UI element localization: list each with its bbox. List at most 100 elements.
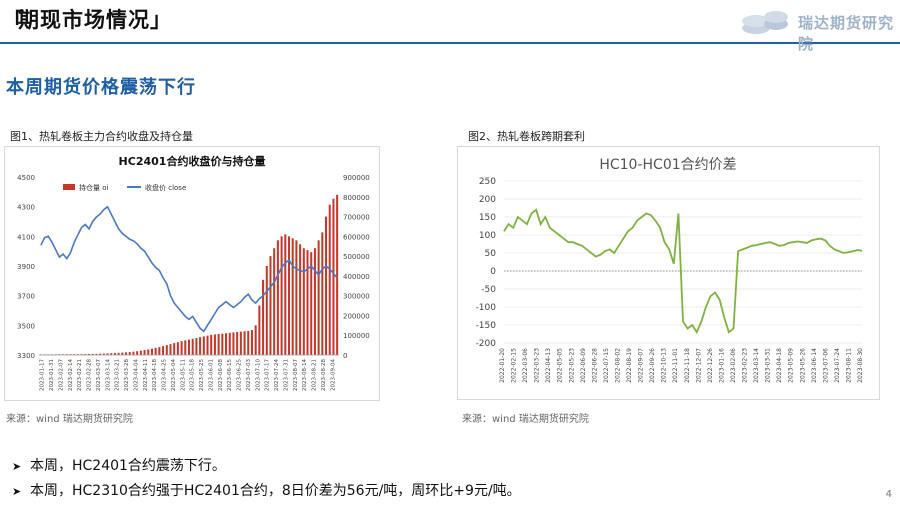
y-left-tick: 4300 <box>17 204 35 212</box>
logo-icon <box>742 11 788 34</box>
oi-bar <box>291 238 294 355</box>
oi-bar <box>313 248 316 355</box>
y-right-tick: 700000 <box>343 214 370 222</box>
oi-bar <box>302 248 305 355</box>
legend-swatch-oi <box>63 184 75 190</box>
title-bracket: 「 <box>2 10 25 35</box>
x-tick: 2023-04-18 <box>152 359 158 391</box>
x-tick: 2023-03-14 <box>753 348 760 383</box>
x-tick: 2022-10-13 <box>661 348 668 383</box>
x-tick: 2022-12-07 <box>695 348 702 383</box>
oi-bar <box>162 346 165 355</box>
oi-bar <box>250 330 253 355</box>
x-tick: 2023-01-16 <box>718 348 725 383</box>
oi-bar <box>121 352 124 355</box>
x-tick: 2023-06-08 <box>218 359 224 391</box>
x-tick: 2022-07-15 <box>603 348 610 383</box>
chart2-svg: HC10-HC01合约价差 -200 -150 -100 -50 0 50 100 150 200… <box>476 157 864 383</box>
y-tick: 100 <box>479 231 496 241</box>
x-tick: 2022-09-26 <box>649 348 656 383</box>
bullet-2: ➤ 本周，HC2310合约强于HC2401合约，8日价差为56元/吨，周环比+9元… <box>12 480 521 500</box>
oi-bar <box>228 332 231 355</box>
oi-bar <box>191 338 194 355</box>
oi-bar <box>113 353 116 355</box>
oi-bar <box>95 353 98 355</box>
oi-bar <box>287 236 291 355</box>
x-tick: 2023-05-04 <box>171 359 177 391</box>
x-tick: 2022-08-19 <box>626 348 633 383</box>
oi-bar <box>154 347 157 355</box>
oi-bar <box>202 336 205 355</box>
oi-bar <box>195 337 198 355</box>
x-tick: 2023-04-18 <box>776 348 783 383</box>
oi-bar <box>269 256 272 355</box>
oi-bar <box>332 198 335 355</box>
y-right-tick: 400000 <box>343 273 370 281</box>
y-left-tick: 4100 <box>17 233 35 241</box>
figure2-source: 来源：wind 瑞达期货研究院 <box>462 414 589 425</box>
x-tick: 2023-07-17 <box>265 359 271 391</box>
oi-bar <box>158 347 161 355</box>
oi-bar <box>217 334 220 355</box>
oi-bar <box>143 350 146 355</box>
oi-bar <box>110 353 113 355</box>
oi-bar <box>102 353 105 355</box>
oi-bar <box>325 216 328 355</box>
oi-bar <box>221 333 224 355</box>
figure1-chart: HC2401合约收盘价与持仓量 持仓量 oi 收盘价 close 3300 3500 37… <box>4 146 380 401</box>
figure2-chart: HC10-HC01合约价差 -200 -150 -100 -50 0 50 100 150 200… <box>457 146 880 400</box>
x-tick: 2023-08-30 <box>857 348 864 383</box>
oi-bar <box>284 234 287 355</box>
x-tick: 2022-05-05 <box>557 348 564 383</box>
company-logo: 瑞达期货研究院 <box>738 6 898 53</box>
oi-bar <box>87 354 91 355</box>
x-tick: 2023-04-25 <box>162 359 168 391</box>
oi-bar <box>336 194 339 355</box>
y-tick: -100 <box>476 303 497 313</box>
y-right-tick: 0 <box>343 352 347 360</box>
x-tick: 2023-03-31 <box>765 348 772 383</box>
x-tick: 2022-02-15 <box>511 348 518 383</box>
y-tick: 150 <box>479 213 496 223</box>
y-tick: 200 <box>479 195 496 205</box>
x-tick: 2023-05-09 <box>788 348 795 383</box>
x-tick: 2022-03-06 <box>522 348 529 383</box>
y-right-tick: 500000 <box>343 253 370 261</box>
x-tick: 2023-02-06 <box>730 348 737 383</box>
oi-bar <box>295 240 298 355</box>
x-tick: 2022-03-23 <box>534 348 541 383</box>
y-right-tick: 200000 <box>343 312 370 320</box>
x-tick: 2023-07-06 <box>822 348 829 383</box>
bullet-arrow-icon: ➤ <box>12 460 22 473</box>
x-tick: 2023-02-14 <box>68 359 74 391</box>
oi-bar <box>206 335 209 355</box>
oi-bar <box>169 344 172 355</box>
close-line <box>40 205 338 333</box>
x-tick: 2023-02-28 <box>87 359 93 391</box>
oi-bar <box>132 351 135 355</box>
oi-bar <box>310 252 313 355</box>
oi-bar <box>299 244 302 355</box>
x-tick: 2023-09-04 <box>330 359 336 391</box>
x-tick: 2023-04-11 <box>143 359 149 391</box>
oi-bar <box>254 325 257 355</box>
oi-bar <box>84 354 87 355</box>
oi-bar <box>306 250 309 355</box>
y-tick: 0 <box>490 267 496 277</box>
y-left-tick: 3500 <box>17 322 35 330</box>
x-tick: 2023-02-07 <box>58 359 64 391</box>
x-tick: 2023-08-07 <box>293 359 299 391</box>
x-tick: 2023-08-21 <box>312 359 318 391</box>
x-tick: 2023-05-18 <box>190 359 196 391</box>
bullet-arrow-icon: ➤ <box>12 485 22 498</box>
y-right-tick: 100000 <box>343 332 370 340</box>
x-tick: 2022-11-01 <box>672 348 679 383</box>
oi-bar <box>139 350 142 355</box>
oi-bar <box>147 349 150 355</box>
x-tick: 2022-09-07 <box>638 348 645 383</box>
x-tick: 2022-06-28 <box>591 348 598 383</box>
section-title: 本周期货价格震荡下行 <box>6 77 196 98</box>
figure1-caption: 图1、热轧卷板主力合约收盘及持仓量 <box>10 130 193 143</box>
page-number: 4 <box>885 489 892 500</box>
x-tick: 2023-05-25 <box>199 359 205 391</box>
